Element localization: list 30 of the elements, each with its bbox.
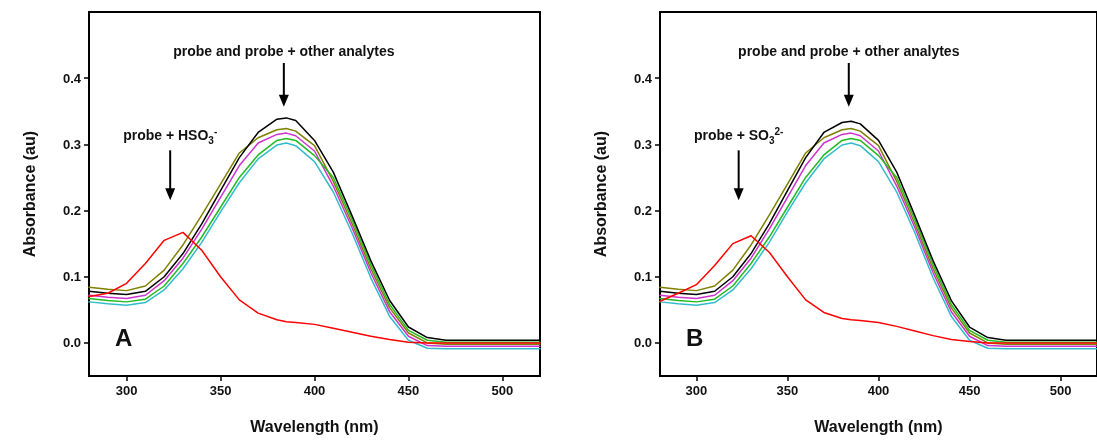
x-tick-label: 400 bbox=[303, 383, 326, 398]
y-tick-label: 0.3 bbox=[62, 136, 81, 152]
x-tick-label: 350 bbox=[209, 383, 232, 398]
y-axis-title: Absorbance (au) bbox=[591, 130, 609, 258]
y-tick-label: 0.2 bbox=[62, 203, 81, 219]
y-tick-label: 0.2 bbox=[633, 203, 652, 219]
x-tick-label: 450 bbox=[397, 383, 420, 398]
x-tick-label: 500 bbox=[491, 383, 514, 398]
x-tick-label: 300 bbox=[685, 383, 708, 398]
annotation: B bbox=[686, 324, 704, 352]
y-axis-title: Absorbance (au) bbox=[20, 130, 38, 258]
x-tick-label: 350 bbox=[776, 383, 799, 398]
annotation: probe and probe + other analytes bbox=[173, 42, 395, 59]
y-tick-label: 0.0 bbox=[633, 335, 652, 351]
annotation: A bbox=[115, 324, 133, 352]
y-tick-label: 0.0 bbox=[62, 335, 81, 351]
y-tick-label: 0.1 bbox=[62, 269, 81, 285]
line-series bbox=[88, 231, 541, 344]
y-tick-label: 0.1 bbox=[633, 269, 652, 285]
y-tick-label: 0.4 bbox=[62, 70, 82, 86]
y-tick-label: 0.4 bbox=[633, 70, 653, 86]
x-axis-title: Wavelength (nm) bbox=[814, 417, 943, 435]
x-axis-title: Wavelength (nm) bbox=[250, 417, 379, 435]
x-tick-label: 300 bbox=[115, 383, 138, 398]
x-tick-label: 500 bbox=[1049, 383, 1072, 398]
x-tick-label: 400 bbox=[867, 383, 890, 398]
annotation: probe and probe + other analytes bbox=[738, 42, 960, 59]
line-series bbox=[659, 234, 1097, 344]
x-tick-label: 450 bbox=[958, 383, 981, 398]
y-tick-label: 0.3 bbox=[633, 136, 652, 152]
